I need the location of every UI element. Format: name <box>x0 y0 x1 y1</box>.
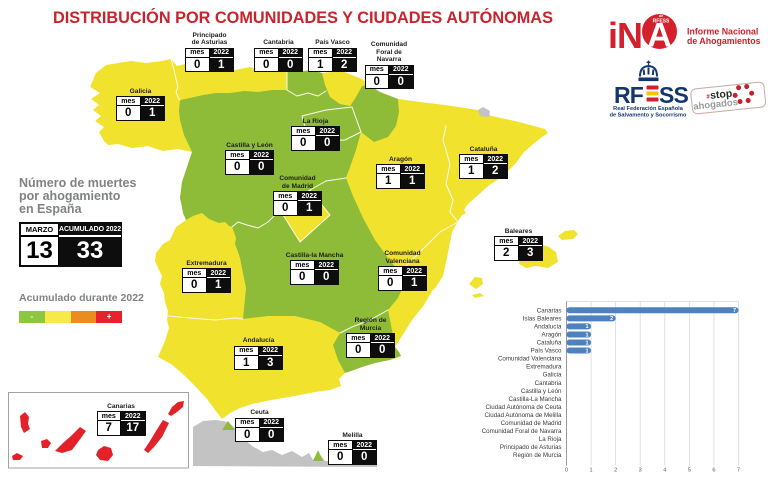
svg-text:RF: RF <box>614 82 644 108</box>
svg-text:La Rioja: La Rioja <box>539 436 562 443</box>
svg-text:Comunidad Foral de Navarra: Comunidad Foral de Navarra <box>482 428 562 435</box>
svg-text:1: 1 <box>586 324 589 330</box>
svg-text:de Salvamento y Socorrismo: de Salvamento y Socorrismo <box>610 113 687 119</box>
svg-text:ahogados: ahogados <box>693 97 739 113</box>
svg-text:Castilla y León: Castilla y León <box>521 388 562 395</box>
svg-text:Castilla-La Mancha: Castilla-La Mancha <box>509 396 563 403</box>
svg-text:Principado de Asturias: Principado de Asturias <box>500 444 562 451</box>
svg-text:1: 1 <box>586 340 589 346</box>
svg-text:6: 6 <box>712 468 715 474</box>
svg-text:0: 0 <box>565 468 568 474</box>
svg-text:Cantabria: Cantabria <box>535 380 562 387</box>
svg-text:Región de Murcia: Región de Murcia <box>513 452 562 459</box>
svg-text:stop: stop <box>710 88 733 102</box>
svg-text:7: 7 <box>733 308 736 314</box>
svg-text:País Vasco: País Vasco <box>531 348 562 355</box>
svg-text:2: 2 <box>614 468 617 474</box>
svg-text:3: 3 <box>639 468 642 474</box>
svg-text:Extremadura: Extremadura <box>526 364 562 371</box>
svg-text:Ciudad Autónoma de Ceuta: Ciudad Autónoma de Ceuta <box>485 404 562 411</box>
svg-text:Canarias: Canarias <box>537 307 562 314</box>
svg-text:Comunidad de Madrid: Comunidad de Madrid <box>501 420 562 427</box>
svg-text:4: 4 <box>663 468 666 474</box>
svg-text:SS: SS <box>659 82 689 108</box>
svg-text:Aragón: Aragón <box>542 331 563 338</box>
svg-text:1: 1 <box>586 348 589 354</box>
svg-text:Real Federación Española: Real Federación Española <box>613 106 684 112</box>
svg-text:1: 1 <box>590 468 593 474</box>
svg-text:RFESS: RFESS <box>653 19 670 25</box>
svg-text:iN: iN <box>608 15 642 56</box>
svg-text:Informe Nacional: Informe Nacional <box>687 27 758 37</box>
svg-text:Islas Baleares: Islas Baleares <box>523 315 562 322</box>
svg-text:de Ahogamientos: de Ahogamientos <box>687 36 761 46</box>
svg-text:1: 1 <box>586 332 589 338</box>
svg-text:Andalucía: Andalucía <box>534 323 562 330</box>
svg-text:Galicia: Galicia <box>543 372 562 379</box>
svg-text:#: # <box>706 93 711 100</box>
svg-text:Comunidad Valenciana: Comunidad Valenciana <box>498 356 562 363</box>
svg-text:Cataluña: Cataluña <box>537 340 562 347</box>
svg-text:A: A <box>647 17 672 55</box>
svg-text:7: 7 <box>737 468 740 474</box>
svg-text:de: de <box>659 14 663 18</box>
svg-text:5: 5 <box>688 468 691 474</box>
svg-text:Ciudad Autónoma de Melilla: Ciudad Autónoma de Melilla <box>484 412 562 419</box>
svg-text:2: 2 <box>610 316 613 322</box>
